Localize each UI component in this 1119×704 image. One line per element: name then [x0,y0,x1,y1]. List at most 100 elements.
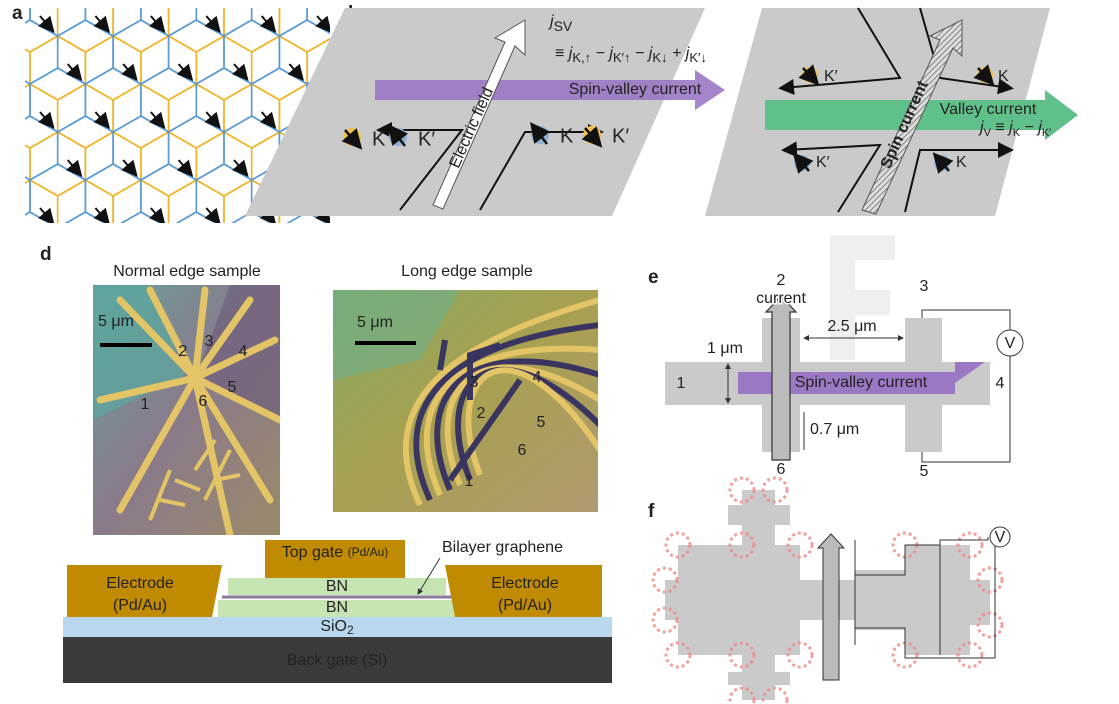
contact-label: 3 [470,374,479,391]
valley-label: K′ [824,68,838,85]
valley-label: K [956,154,967,171]
contact-label: 6 [777,461,786,478]
spin-arrow [206,16,218,30]
hexagon [252,228,307,292]
spin-arrow [95,208,107,222]
contact-label: 1 [465,473,474,490]
hexagon [279,276,334,340]
text: ≡ j [991,119,1013,136]
hexagon [252,0,307,4]
contact-label: 1 [141,396,150,413]
hexagon [363,228,418,292]
contact-label: 3 [920,278,929,295]
dimension-label: 2.5 μm [827,318,876,335]
hexagon [0,260,30,324]
spin-arrow [289,64,301,78]
contact-label: 2 [179,343,188,360]
hexagon [0,212,2,276]
hexagon [0,164,30,228]
subscript: SV [554,18,573,34]
hexagon [85,228,140,292]
watermark [830,235,895,360]
contact-label: 2 [477,405,486,422]
hexagon [196,0,251,4]
spin-arrow [68,160,80,174]
valley-label: K [372,128,386,150]
meter-label: V [995,529,1006,546]
hexagon [141,228,196,292]
dimension-label: 1 μm [707,340,743,357]
subscript: K,↑ [572,50,591,65]
text: + j [668,45,690,62]
hexagon [279,308,334,372]
spin-arrow [40,112,52,126]
hexagon [58,212,113,276]
valley-label: K′ [612,125,629,147]
arrow-label: Spin-valley current [569,81,702,98]
subscript: K′↑ [613,50,631,65]
contact-label: 5 [920,463,929,480]
hexagon [0,308,2,372]
spin-arrow [40,16,52,30]
electrode-label: Electrode [491,575,559,592]
contact-label: 4 [996,375,1005,392]
valley-label: K′ [418,128,435,150]
bilayer-label: Bilayer graphene [442,539,563,556]
hexagon [279,212,334,276]
spin-arrow [206,208,218,222]
valley-label: K′ [816,154,830,171]
panel-label: f [648,501,655,522]
hexagon [30,0,85,4]
spin-arrow [95,16,107,30]
hexagon [196,228,251,292]
spin-arrow [151,208,163,222]
hexagon [30,260,85,324]
hexagon [0,68,30,132]
hexagon [0,84,2,148]
contact-label: 4 [533,369,542,386]
spin-arrow [68,64,80,78]
contact-label: 5 [537,414,546,431]
spin-arrow [123,64,135,78]
text: − j [591,45,613,62]
subscript: 2 [347,623,354,637]
contact-label: 4 [239,343,248,360]
sample-title: Long edge sample [401,263,533,280]
bn-label: BN [326,599,348,616]
text: − j [631,45,653,62]
hexagon [307,228,363,292]
panel-label: e [648,267,659,288]
electrode-material: (Pd/Au) [498,597,552,614]
bn-label: BN [326,578,348,595]
hexagon [0,180,2,244]
hexagon [2,276,57,340]
meter-label: V [1005,335,1016,352]
hexagon [2,308,57,372]
dimension-label: 0.7 μm [810,421,859,438]
top-gate-label: Top gate (Pd/Au) [282,544,389,561]
spin-arrow [262,112,274,126]
subscript: K′ [1042,127,1051,139]
subscript: K′↓ [689,50,707,65]
hexagon [0,116,2,180]
spin-arrow [234,160,246,174]
contact-label: 1 [677,375,686,392]
hexagon [0,36,30,100]
scale-label: 5 μm [357,314,393,331]
spin-arrow [123,160,135,174]
arrow-label: Spin-valley current [795,374,928,391]
hexagon [0,132,30,196]
hexagon [0,228,30,292]
contact-label: 2 [777,272,786,289]
sample-title: Normal edge sample [113,263,261,280]
panel-label: d [40,244,52,265]
valley-label: K [560,125,574,147]
contact-label: 5 [228,379,237,396]
electrode-label: Electrode [106,575,174,592]
hexagon [0,276,2,340]
electrode-material: (Pd/Au) [113,597,167,614]
spin-arrow [262,16,274,30]
contact-label: 6 [518,442,527,459]
text: ≡ j [555,45,573,62]
figure: a b Electric field Spin-valley current j… [0,0,1119,704]
